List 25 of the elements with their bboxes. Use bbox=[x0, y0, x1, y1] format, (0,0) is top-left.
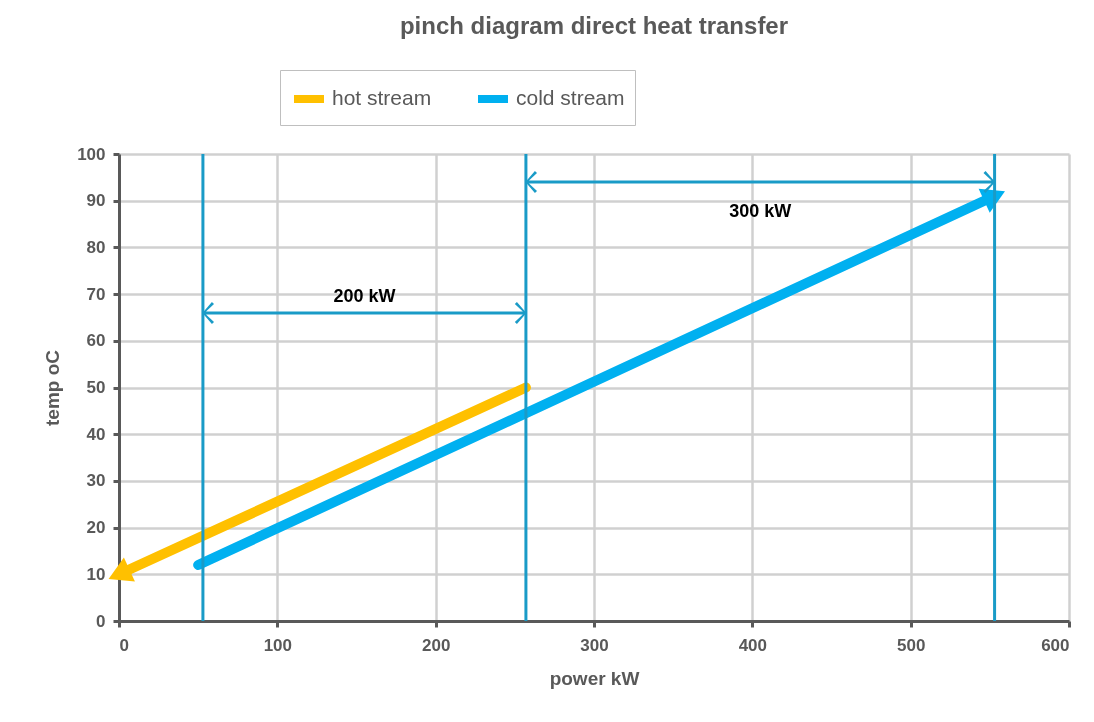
y-tick-label: 60 bbox=[86, 331, 106, 351]
x-axis-title: power kW bbox=[549, 667, 640, 689]
y-tick-label: 40 bbox=[86, 424, 106, 444]
x-tick-label: 500 bbox=[896, 635, 926, 655]
y-tick-label: 90 bbox=[86, 191, 106, 211]
y-tick-label: 10 bbox=[86, 564, 106, 584]
y-axis-title: temp oC bbox=[42, 349, 64, 426]
x-tick-label: 100 bbox=[263, 635, 293, 655]
annotation: 300 kW bbox=[729, 201, 792, 221]
legend-label: cold stream bbox=[516, 86, 625, 109]
annotation: 200 kW bbox=[333, 286, 396, 306]
x-tick-label: 0 bbox=[119, 635, 129, 655]
y-tick-label: 70 bbox=[86, 284, 106, 304]
x-tick-label: 200 bbox=[421, 635, 451, 655]
chart-title: pinch diagram direct heat transfer bbox=[399, 11, 789, 39]
y-tick-label: 50 bbox=[86, 378, 106, 397]
legend-label: hot stream bbox=[332, 86, 432, 109]
y-tick-label: 100 bbox=[77, 144, 106, 164]
y-tick-label: 80 bbox=[86, 237, 106, 257]
x-tick-label: 600 bbox=[1041, 635, 1070, 655]
y-tick-label: 30 bbox=[86, 471, 106, 491]
y-tick-label: 20 bbox=[86, 518, 106, 538]
x-tick-label: 300 bbox=[580, 635, 609, 655]
x-tick-label: 400 bbox=[738, 635, 768, 655]
y-tick-label: 0 bbox=[96, 611, 106, 631]
